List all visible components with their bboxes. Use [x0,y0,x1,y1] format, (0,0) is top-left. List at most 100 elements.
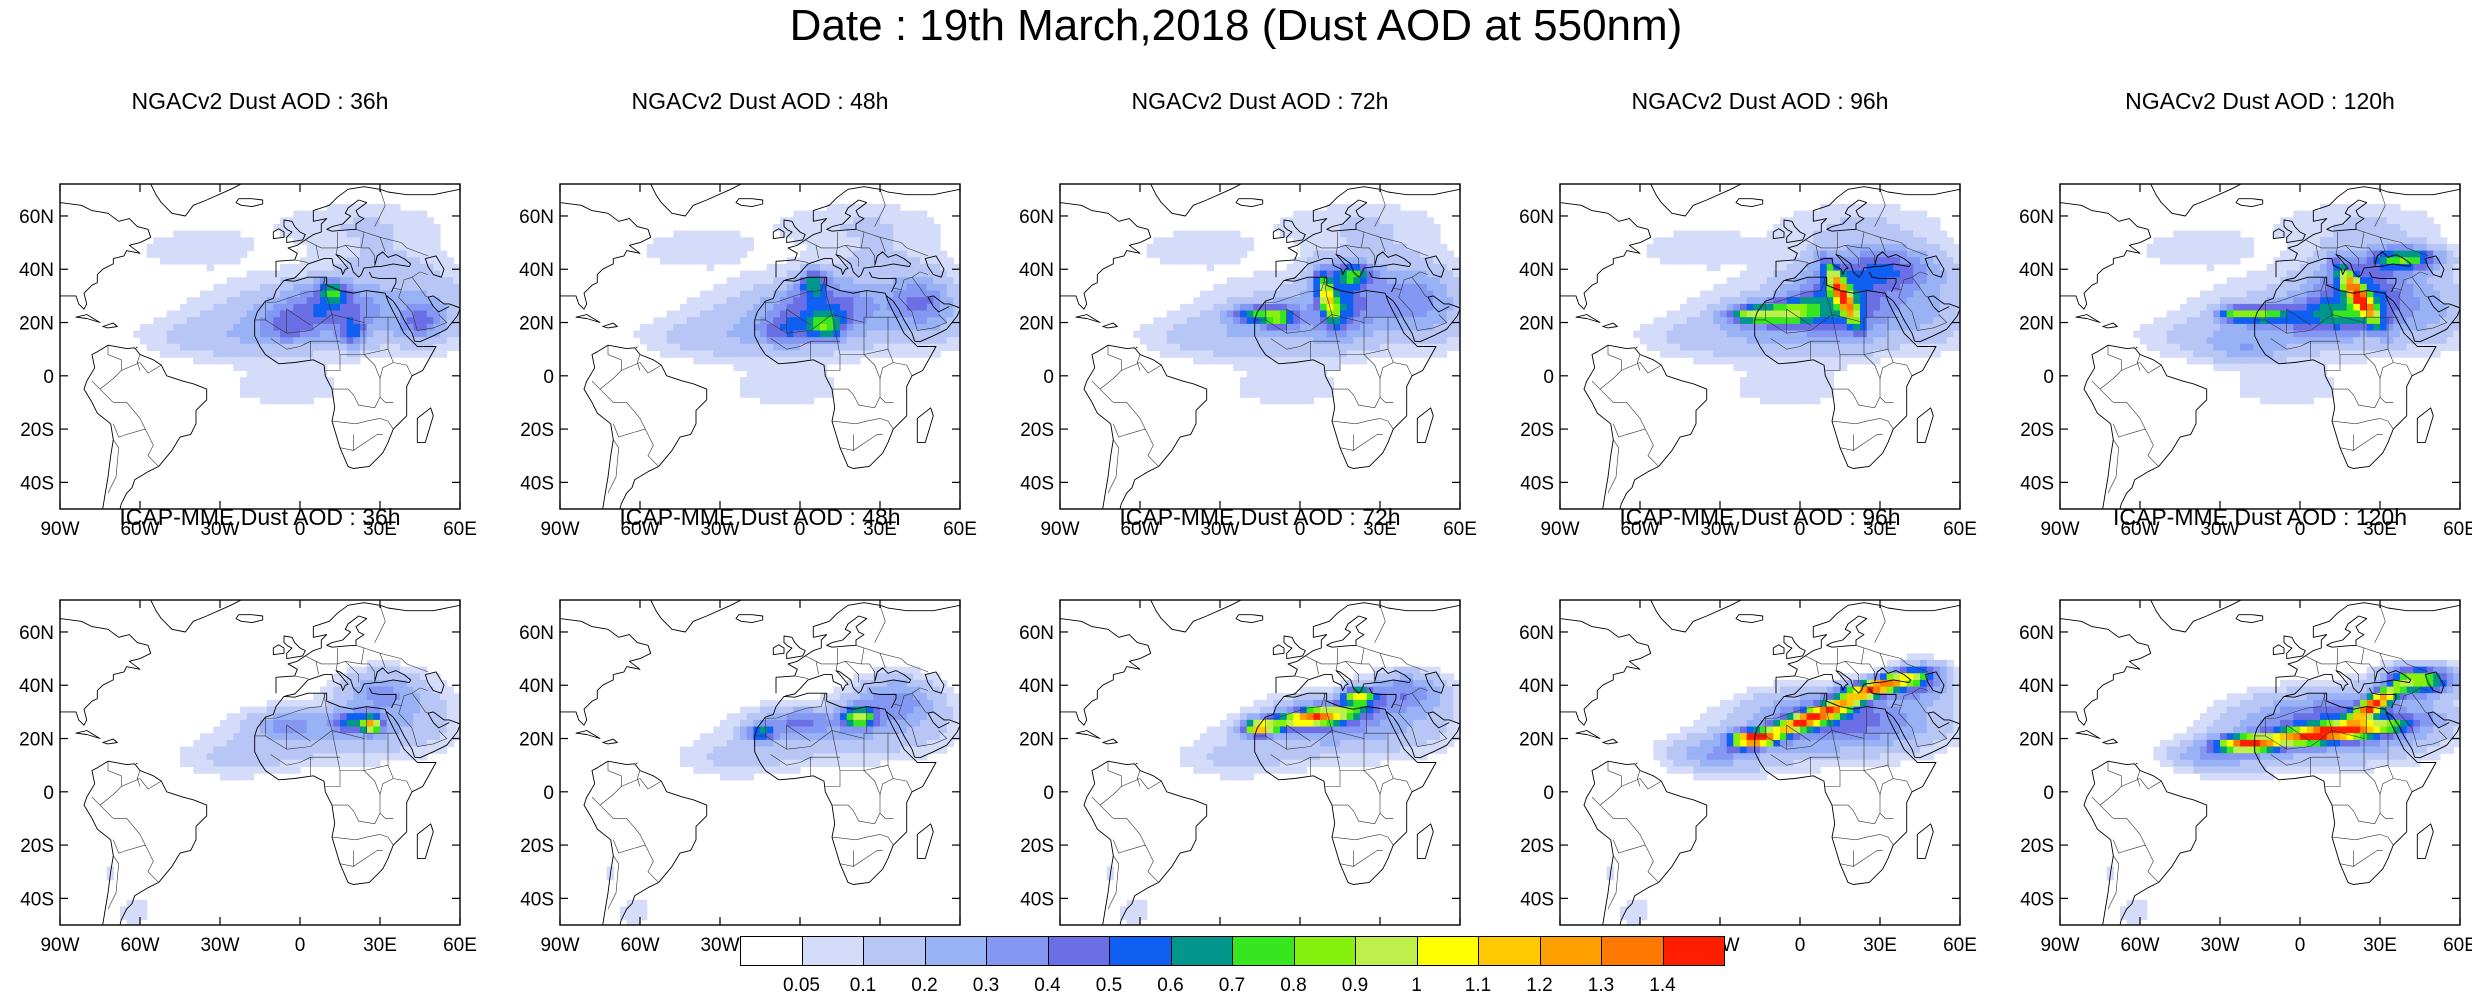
lat-tick-label: 60N [1019,207,1054,228]
lat-tick-label: 40N [1519,676,1554,697]
lat-tick-label: 0 [1543,367,1554,388]
panel-title: ICAP-MME Dust AOD : 96h [1560,504,1960,530]
lat-tick-label: 40N [1019,676,1054,697]
colorbar-swatch [1540,936,1603,966]
panel-title: NGACv2 Dust AOD : 36h [60,88,460,114]
lat-tick-label: 40N [19,260,54,281]
aod-field [1107,667,1461,927]
colorbar-swatch [1171,936,1234,966]
colorbar-swatch [1232,936,1295,966]
lat-tick-label: 20N [2019,730,2054,751]
colorbar-label: 0.05 [772,976,832,996]
lon-tick-label: 60E [443,935,477,956]
panel-title: ICAP-MME Dust AOD : 72h [1060,504,1460,530]
lat-tick-label: 20N [519,730,554,751]
colorbar-swatch [1601,936,1664,966]
colorbar-swatch [1663,936,1726,966]
lat-tick-label: 20N [1519,314,1554,335]
lat-tick-label: 60N [19,623,54,644]
lat-tick-label: 40S [1520,889,1554,910]
colorbar-label: 1 [1387,976,1447,996]
lat-tick-label: 20N [1019,730,1054,751]
lon-tick-label: 30E [363,935,397,956]
lon-tick-label: 0 [2295,935,2306,956]
lon-tick-label: 30W [2200,935,2239,956]
lat-tick-label: 0 [2043,783,2054,804]
lat-tick-label: 20N [1019,314,1054,335]
lat-tick-label: 20S [1520,836,1554,857]
lat-tick-label: 0 [43,783,54,804]
lon-tick-label: 90W [40,935,79,956]
colorbar-label: 1.3 [1571,976,1631,996]
lat-tick-label: 0 [543,367,554,388]
lon-tick-label: 90W [540,935,579,956]
lat-tick-label: 60N [1519,623,1554,644]
panel-title: ICAP-MME Dust AOD : 48h [560,504,960,530]
lat-tick-label: 20S [1020,420,1054,441]
lat-tick-label: 40N [1019,260,1054,281]
colorbar-label: 0.7 [1202,976,1262,996]
lat-tick-label: 40S [20,889,54,910]
lat-tick-label: 20N [19,730,54,751]
lon-tick-label: 0 [295,935,306,956]
lat-tick-label: 0 [1043,367,1054,388]
map-panel: ICAP-MME Dust AOD : 96h90W60W30W030E60E6… [1500,504,2000,924]
lon-tick-label: 30W [700,935,739,956]
lat-tick-label: 40S [1520,473,1554,494]
colorbar-swatch [1048,936,1111,966]
lon-tick-label: 0 [1795,935,1806,956]
lat-tick-label: 20S [520,420,554,441]
lat-tick-label: 20S [20,420,54,441]
colorbar-swatch [740,936,803,966]
figure-title: Date : 19th March,2018 (Dust AOD at 550n… [0,2,2472,50]
lat-tick-label: 40S [1020,473,1054,494]
lat-tick-label: 40N [519,676,554,697]
colorbar-label: 0.3 [956,976,1016,996]
lat-tick-label: 60N [2019,207,2054,228]
lat-tick-label: 40S [2020,473,2054,494]
panel-title: ICAP-MME Dust AOD : 36h [60,504,460,530]
colorbar-label: 1.2 [1510,976,1570,996]
aod-field [107,660,461,927]
lat-tick-label: 0 [543,783,554,804]
colorbar-label: 0.1 [833,976,893,996]
colorbar-swatch [986,936,1049,966]
colorbar-swatch [1109,936,1172,966]
lat-tick-label: 40N [2019,260,2054,281]
lat-tick-label: 0 [1543,783,1554,804]
lat-tick-label: 40S [520,473,554,494]
lat-tick-label: 40N [1519,260,1554,281]
lon-tick-label: 60E [1943,935,1977,956]
lat-tick-label: 60N [519,207,554,228]
aod-field [607,667,961,927]
lat-tick-label: 60N [1019,623,1054,644]
map-panel: ICAP-MME Dust AOD : 72h90W60W30W030E60E6… [1000,504,1500,924]
lat-tick-label: 60N [2019,623,2054,644]
lat-tick-label: 40N [19,676,54,697]
colorbar-swatch [1417,936,1480,966]
lat-tick-label: 20S [2020,420,2054,441]
lon-tick-label: 60E [2443,935,2472,956]
colorbar-label: 1.1 [1448,976,1508,996]
lon-tick-label: 60W [620,935,659,956]
colorbar-swatch [863,936,926,966]
lat-tick-label: 20S [20,836,54,857]
lon-tick-label: 30E [2363,935,2397,956]
colorbar-label: 1.4 [1633,976,1693,996]
colorbar-swatch [1355,936,1418,966]
lat-tick-label: 40S [1020,889,1054,910]
